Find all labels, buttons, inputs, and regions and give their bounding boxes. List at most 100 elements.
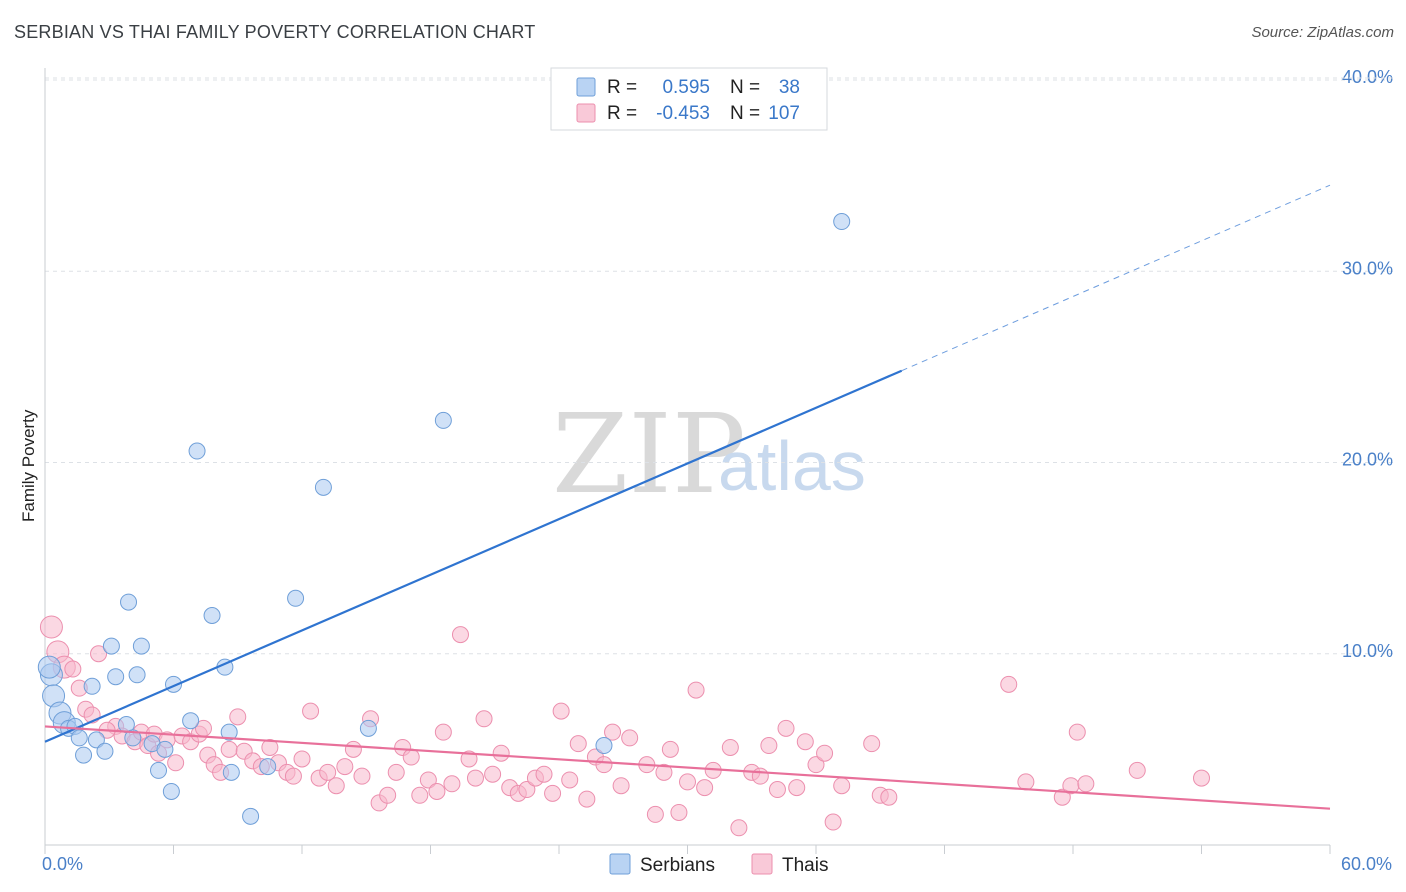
watermark-atlas: atlas <box>718 427 866 505</box>
thais-point <box>484 765 502 783</box>
thais-point <box>1068 723 1086 741</box>
serbians-point <box>156 740 174 758</box>
thais-point <box>379 786 397 804</box>
thais-point <box>434 723 452 741</box>
thais-point <box>460 750 478 768</box>
thais-point <box>880 788 898 806</box>
thais-point <box>428 782 446 800</box>
serbians-point <box>314 478 332 496</box>
thais-point <box>475 710 493 728</box>
thais-point <box>319 763 337 781</box>
thais-point <box>595 756 613 774</box>
bottom-legend-thais-swatch <box>751 853 773 875</box>
serbians-point <box>120 593 138 611</box>
serbians-point <box>128 666 146 684</box>
thais-trend-line <box>44 725 1331 810</box>
serbians-point <box>220 723 238 741</box>
serbians-point <box>150 761 168 779</box>
serbians-trend-extension <box>901 184 1331 372</box>
thais-point <box>621 729 639 747</box>
thais-point <box>167 754 185 772</box>
thais-point <box>387 763 405 781</box>
bottom-legend-thais-label: Thais <box>782 855 828 876</box>
thais-point <box>646 805 664 823</box>
thais-point <box>552 702 570 720</box>
thais-point <box>229 708 247 726</box>
thais-point <box>302 702 320 720</box>
bottom-legend: Serbians Thais <box>609 853 828 876</box>
thais-point <box>833 777 851 795</box>
legend: R = 0.595 N = 38 R = -0.453 N = 107 <box>550 67 828 131</box>
thais-point <box>670 803 688 821</box>
bottom-legend-serbians-swatch <box>609 853 631 875</box>
thais-point <box>443 775 461 793</box>
serbians-point <box>182 712 200 730</box>
thais-point <box>1017 773 1035 791</box>
source-label: Source: ZipAtlas.com <box>1251 24 1394 41</box>
thais-point <box>411 786 429 804</box>
legend-serbians-r-label: R = <box>607 77 637 98</box>
thais-point <box>655 763 673 781</box>
thais-point <box>451 626 469 644</box>
thais-point <box>760 737 778 755</box>
thais-point <box>261 738 279 756</box>
thais-point <box>336 758 354 776</box>
serbians-point <box>87 731 105 749</box>
legend-serbians-n-label: N = <box>730 77 760 98</box>
serbians-point <box>203 607 221 624</box>
y-axis-label: Family Poverty <box>19 409 38 522</box>
thais-point <box>679 773 696 791</box>
serbians-point <box>595 737 613 755</box>
serbians-point <box>124 729 142 747</box>
thais-point <box>863 735 881 753</box>
serbians-point <box>242 807 260 825</box>
y-tick-label: 10.0% <box>1342 641 1393 661</box>
thais-point <box>1077 775 1095 793</box>
serbians-point <box>359 719 377 737</box>
legend-thais-n-label: N = <box>730 103 760 124</box>
x-tick-label-min: 0.0% <box>42 854 83 874</box>
thais-point <box>696 779 714 797</box>
legend-box <box>550 67 828 131</box>
thais-points <box>39 615 1210 837</box>
thais-point <box>687 681 705 699</box>
legend-serbians-swatch <box>576 77 596 97</box>
thais-point <box>1000 675 1018 693</box>
thais-point <box>604 723 622 741</box>
thais-point <box>39 615 63 639</box>
serbians-point <box>188 442 206 460</box>
thais-point <box>721 738 739 756</box>
y-tick-label: 20.0% <box>1342 450 1393 470</box>
serbians-point <box>107 668 125 686</box>
chart-title: SERBIAN VS THAI FAMILY POVERTY CORRELATI… <box>14 22 536 42</box>
serbians-point <box>222 763 240 781</box>
thais-point <box>284 767 302 785</box>
thais-point <box>518 781 536 799</box>
thais-point <box>344 740 362 758</box>
y-tick-label: 40.0% <box>1342 67 1393 87</box>
thais-point <box>578 790 596 808</box>
y-tick-label: 30.0% <box>1342 258 1393 278</box>
thais-point <box>220 740 238 758</box>
thais-point <box>293 750 311 768</box>
serbians-point <box>37 655 61 679</box>
serbians-point <box>162 782 180 800</box>
legend-thais-r-value: -0.453 <box>656 103 710 124</box>
legend-thais-swatch <box>576 103 596 123</box>
thais-point <box>64 660 82 678</box>
thais-point <box>796 733 814 751</box>
thais-point <box>661 740 679 758</box>
thais-point <box>402 748 420 766</box>
thais-point <box>419 771 437 789</box>
serbians-point <box>83 677 101 695</box>
thais-point <box>807 756 825 774</box>
trend-lines <box>44 184 1331 810</box>
thais-point <box>788 779 806 797</box>
serbians-point <box>833 213 851 231</box>
serbians-point <box>434 411 452 429</box>
legend-thais-r-label: R = <box>607 103 637 124</box>
thais-point <box>768 781 786 799</box>
thais-point <box>466 769 484 787</box>
thais-point <box>561 771 579 789</box>
